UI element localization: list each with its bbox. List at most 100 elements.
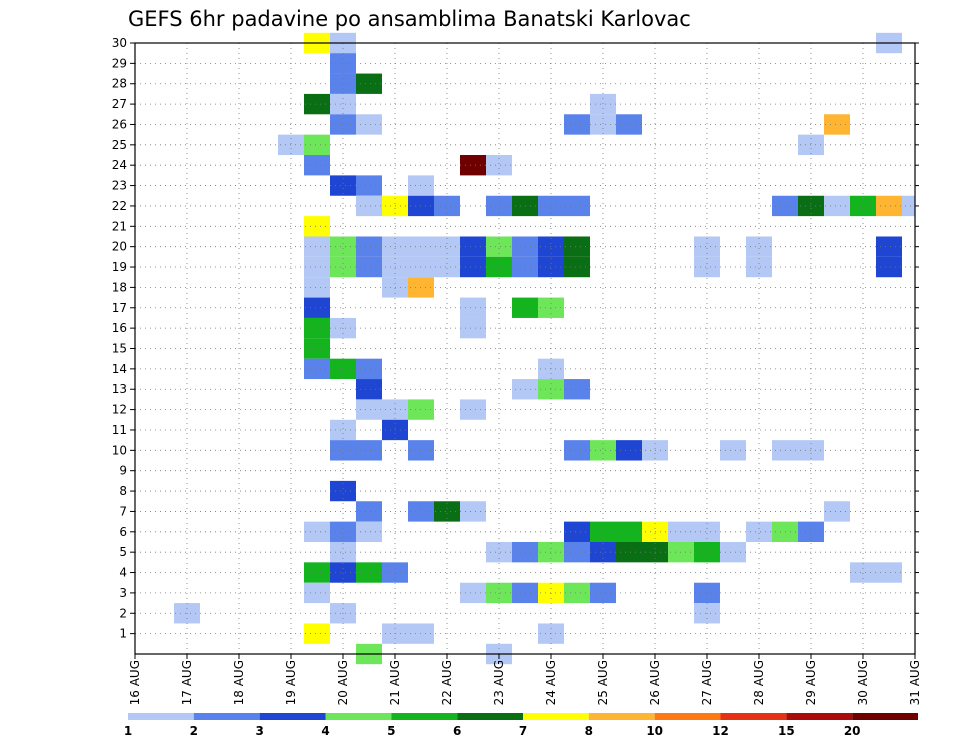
precip-cell xyxy=(876,195,902,217)
precip-cell xyxy=(564,379,590,400)
legend-label: 20 xyxy=(844,724,861,738)
precip-cell xyxy=(304,236,330,257)
y-tick-label: 17 xyxy=(112,301,127,315)
x-tick-label: 22 AUG xyxy=(440,660,454,705)
y-tick-label: 22 xyxy=(112,199,127,213)
precip-cell xyxy=(304,297,330,318)
precip-cell xyxy=(850,562,876,583)
precip-cell xyxy=(746,521,772,542)
precip-cell xyxy=(356,256,382,278)
precip-cell xyxy=(356,379,382,400)
y-tick-label: 21 xyxy=(112,219,127,233)
precip-cell xyxy=(304,317,330,339)
precip-cell xyxy=(850,195,876,217)
precip-cell xyxy=(616,541,642,563)
y-tick-label: 15 xyxy=(112,342,127,356)
precip-cell xyxy=(460,399,486,420)
y-tick-label: 3 xyxy=(119,586,127,600)
precip-cell xyxy=(694,541,720,563)
legend-swatch xyxy=(325,713,392,720)
precip-cell xyxy=(746,256,772,278)
precip-cell xyxy=(486,195,512,217)
legend-swatch xyxy=(654,713,721,720)
precip-cell xyxy=(356,399,382,420)
y-tick-label: 5 xyxy=(119,545,127,559)
precip-cell xyxy=(694,236,720,257)
x-tick-label: 21 AUG xyxy=(388,660,402,705)
legend-label: 7 xyxy=(519,724,527,738)
precip-cell xyxy=(356,440,382,461)
precip-cell xyxy=(434,236,460,257)
legend-label: 12 xyxy=(712,724,729,738)
precip-cell xyxy=(564,256,590,278)
precip-cell xyxy=(304,358,330,380)
precip-cell xyxy=(356,195,382,217)
legend-label: 15 xyxy=(778,724,795,738)
legend-swatch xyxy=(193,713,260,720)
precip-cell xyxy=(460,256,486,278)
precip-cell xyxy=(434,195,460,217)
precip-cell xyxy=(486,236,512,257)
legend-swatch xyxy=(852,713,918,720)
y-tick-label: 23 xyxy=(112,179,127,193)
precip-cell xyxy=(330,440,356,461)
precip-cell xyxy=(694,521,720,542)
precip-cell xyxy=(564,541,590,563)
legend-label: 4 xyxy=(321,724,329,738)
precip-cell xyxy=(330,521,356,542)
x-tick-label: 17 AUG xyxy=(180,660,194,705)
y-tick-label: 19 xyxy=(112,260,127,274)
precip-cell xyxy=(304,256,330,278)
y-tick-label: 4 xyxy=(119,566,127,580)
color-legend-bar: 1 2 3 4 5 6 7 8 10 12 15 20 xyxy=(124,713,918,738)
precip-cell xyxy=(486,155,512,176)
x-tick-label: 26 AUG xyxy=(648,660,662,705)
precip-cell xyxy=(564,114,590,135)
precip-cell xyxy=(304,155,330,176)
legend-label: 10 xyxy=(646,724,663,738)
precip-cell xyxy=(616,114,642,135)
precip-cell xyxy=(590,582,616,604)
precip-cell xyxy=(304,134,330,156)
precip-cell xyxy=(356,114,382,135)
precip-cell xyxy=(460,297,486,318)
precip-cell xyxy=(564,440,590,461)
y-tick-label: 27 xyxy=(112,97,127,111)
precip-cell xyxy=(330,256,356,278)
grid-lines xyxy=(135,42,915,654)
precip-cell xyxy=(590,93,616,115)
precip-cell xyxy=(824,114,850,135)
legend-label: 2 xyxy=(190,724,198,738)
precip-cell xyxy=(356,236,382,257)
legend-label: 6 xyxy=(453,724,461,738)
precip-cell xyxy=(720,440,746,461)
precip-cell xyxy=(356,175,382,196)
x-tick-label: 20 AUG xyxy=(336,660,350,705)
y-tick-label: 1 xyxy=(119,627,127,641)
y-tick-label: 2 xyxy=(119,606,127,620)
legend-swatch xyxy=(128,713,194,720)
legend-label: 5 xyxy=(387,724,395,738)
precip-cell xyxy=(330,419,356,441)
precip-cell xyxy=(824,195,850,217)
precip-cell xyxy=(564,521,590,542)
y-tick-label: 7 xyxy=(119,504,127,518)
precip-cell xyxy=(304,623,330,644)
x-tick-label: 18 AUG xyxy=(232,660,246,705)
legend-swatch xyxy=(588,713,655,720)
precip-cell xyxy=(720,541,746,563)
x-tick-label: 29 AUG xyxy=(804,660,818,705)
precip-cell xyxy=(902,195,915,217)
y-tick-label: 11 xyxy=(112,423,127,437)
precip-cell xyxy=(486,541,512,563)
precip-cell xyxy=(434,256,460,278)
y-tick-label: 8 xyxy=(119,484,127,498)
y-tick-label: 6 xyxy=(119,525,127,539)
precip-cell xyxy=(590,521,616,542)
x-tick-label: 16 AUG xyxy=(128,660,142,705)
x-tick-label: 19 AUG xyxy=(284,660,298,705)
precip-cell xyxy=(746,236,772,257)
precip-cell xyxy=(330,114,356,135)
precip-cell xyxy=(564,236,590,257)
